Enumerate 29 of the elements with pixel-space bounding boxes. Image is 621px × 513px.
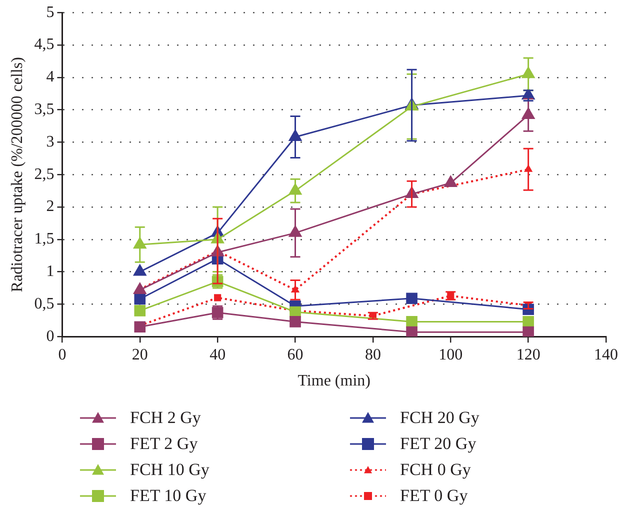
y-tick-label: 2	[46, 198, 54, 216]
y-axis-title: Radiotracer uptake (%/200000 cells)	[8, 57, 26, 292]
legend-label: FCH 0 Gy	[400, 460, 471, 480]
legend-label: FET 10 Gy	[130, 486, 206, 506]
y-tick-label: 4,5	[34, 36, 54, 54]
x-tick-label: 0	[58, 346, 66, 364]
y-tick-label: 2,5	[34, 166, 54, 183]
legend-label: FET 20 Gy	[400, 434, 476, 454]
x-tick-label: 140	[594, 346, 618, 364]
y-tick-label: 4	[46, 68, 54, 86]
y-tick-label: 3,5	[34, 101, 54, 118]
legend-label: FCH 20 Gy	[400, 408, 480, 428]
y-tick-label: 0,5	[34, 295, 54, 312]
x-tick-label: 20	[132, 346, 148, 364]
y-tick-label: 1	[46, 263, 54, 280]
x-axis-title: Time (min)	[298, 372, 370, 390]
legend-label: FET 2 Gy	[130, 434, 198, 454]
legend-label: FET 0 Gy	[400, 486, 468, 506]
y-tick-label: 5	[46, 4, 54, 21]
x-tick-label: 80	[364, 346, 381, 364]
legend-label: FCH 2 Gy	[130, 408, 201, 428]
y-tick-label: 0	[46, 328, 54, 345]
x-tick-label: 60	[287, 346, 304, 364]
y-tick-label: 3	[46, 133, 54, 150]
y-tick-label: 1,5	[34, 230, 54, 248]
x-tick-label: 40	[210, 346, 226, 364]
legend-label: FCH 10 Gy	[130, 460, 210, 480]
x-tick-label: 100	[438, 346, 463, 364]
x-tick-label: 120	[516, 346, 540, 364]
